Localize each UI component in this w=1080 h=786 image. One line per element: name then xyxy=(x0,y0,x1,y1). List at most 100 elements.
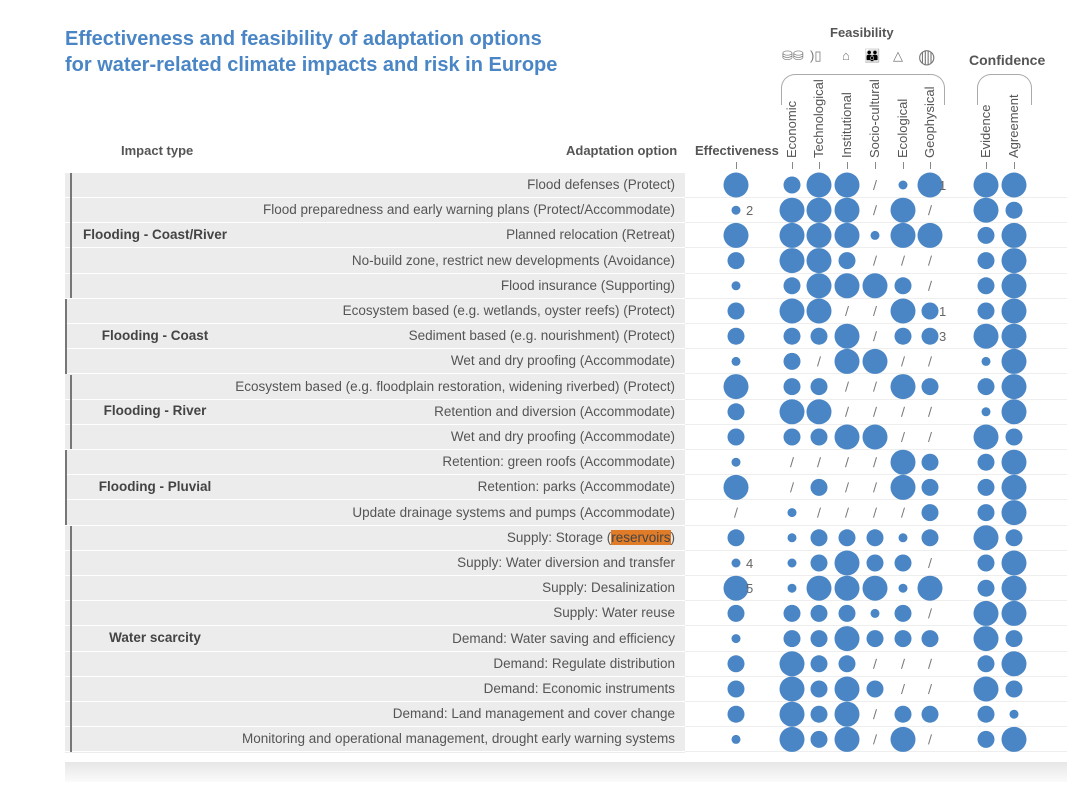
level-dot xyxy=(977,579,995,597)
option-text: Supply: Storage ( xyxy=(506,529,612,545)
column-tick xyxy=(792,162,793,169)
row-divider xyxy=(685,323,1067,324)
table-row: Flood preparedness and early warning pla… xyxy=(65,198,685,224)
level-dot xyxy=(862,575,888,601)
level-dot xyxy=(806,197,832,223)
level-dot xyxy=(1001,726,1027,752)
option-text: Flood insurance (Supporting) xyxy=(500,277,675,293)
level-dot xyxy=(921,302,939,320)
level-dot xyxy=(806,273,832,299)
highlighted-text: reservoirs xyxy=(611,529,671,545)
row-divider xyxy=(685,297,1067,299)
column-tick xyxy=(986,162,987,169)
level-dot xyxy=(921,478,939,496)
options-table: Flood defenses (Protect) Flood preparedne… xyxy=(65,173,685,753)
table-row: Demand: Land management and cover change xyxy=(65,702,685,728)
no-evidence-mark xyxy=(928,683,932,695)
no-evidence-mark xyxy=(790,482,794,493)
level-dot xyxy=(727,705,745,723)
row-divider xyxy=(685,701,1067,702)
row-divider xyxy=(685,726,1067,728)
option-text: Demand: Land management and cover change xyxy=(392,706,675,722)
no-evidence-mark xyxy=(873,658,877,669)
level-dot xyxy=(779,651,805,677)
level-dot xyxy=(898,533,908,543)
row-divider xyxy=(685,524,1067,526)
level-dot xyxy=(1005,201,1023,219)
table-row: Supply: Water diversion and transfer xyxy=(65,551,685,576)
level-dot xyxy=(866,554,884,572)
option-text: Supply: Desalinization xyxy=(542,580,675,596)
no-evidence-mark xyxy=(873,381,877,392)
level-dot xyxy=(779,197,805,223)
level-dot xyxy=(810,378,828,396)
option-text: Retention and diversion (Accommodate) xyxy=(434,403,675,419)
level-dot xyxy=(898,583,908,593)
level-dot xyxy=(1005,529,1023,547)
no-evidence-mark xyxy=(845,381,849,392)
title-line-1: Effectiveness and feasibility of adaptat… xyxy=(65,28,542,50)
level-dot xyxy=(894,327,912,345)
level-dot xyxy=(838,655,856,673)
row-divider xyxy=(685,449,1067,450)
no-evidence-mark xyxy=(873,255,877,266)
level-dot xyxy=(783,277,801,295)
no-evidence-mark xyxy=(873,205,877,216)
level-dot xyxy=(917,222,943,248)
group-bracket xyxy=(65,299,67,374)
no-evidence-mark xyxy=(817,507,821,518)
level-dot xyxy=(834,550,860,576)
table-row: Supply: Water reuse xyxy=(65,601,685,627)
level-dot xyxy=(779,676,805,702)
no-evidence-mark xyxy=(873,734,877,745)
no-evidence-mark xyxy=(845,482,849,493)
no-evidence-mark xyxy=(901,406,905,417)
level-dot xyxy=(981,407,991,417)
level-dot xyxy=(894,554,912,572)
confidence-header: Confidence xyxy=(969,52,1046,68)
level-dot xyxy=(727,252,745,270)
level-dot xyxy=(890,374,916,400)
table-row: Demand: Economic instruments xyxy=(65,677,685,702)
level-dot xyxy=(1001,449,1027,475)
level-dot xyxy=(783,378,801,396)
column-tick xyxy=(847,162,848,169)
no-evidence-mark xyxy=(928,608,932,619)
level-dot xyxy=(731,281,741,291)
level-dot xyxy=(838,252,856,270)
no-evidence-mark xyxy=(845,507,849,518)
adaptation-option-label: No-build zone, restrict new developments… xyxy=(352,253,675,268)
adaptation-option-label: Demand: Land management and cover change xyxy=(393,706,675,721)
no-evidence-mark xyxy=(901,658,905,669)
level-dot xyxy=(890,474,916,500)
level-dot xyxy=(862,273,888,299)
level-dot xyxy=(973,600,999,626)
level-dot xyxy=(834,172,860,198)
level-dot xyxy=(1001,348,1027,374)
option-text: Planned relocation (Retreat) xyxy=(506,227,675,243)
no-evidence-mark xyxy=(928,658,932,669)
column-tick xyxy=(819,162,820,169)
level-dot xyxy=(890,726,916,752)
level-dot xyxy=(723,374,749,400)
no-evidence-mark xyxy=(817,457,821,468)
level-dot xyxy=(834,726,860,752)
institution-icon: ⌂ xyxy=(842,48,850,63)
level-dot xyxy=(779,298,805,324)
adaptation-option-label: Flood preparedness and early warning pla… xyxy=(263,202,675,217)
level-dot xyxy=(977,453,995,471)
adaptation-option-label: Retention and diversion (Accommodate) xyxy=(434,404,675,419)
option-text: Flood defenses (Protect) xyxy=(527,177,675,192)
level-dot xyxy=(894,277,912,295)
level-dot xyxy=(834,323,860,349)
level-dot xyxy=(731,356,741,366)
no-evidence-mark xyxy=(845,305,849,317)
level-dot xyxy=(973,626,999,652)
level-dot xyxy=(783,176,801,194)
option-text: Demand: Regulate distribution xyxy=(493,655,675,671)
level-dot xyxy=(866,529,884,547)
level-dot xyxy=(806,575,832,601)
level-dot xyxy=(810,554,828,572)
level-dot xyxy=(727,604,745,622)
adaptation-option-label: Demand: Water saving and efficiency xyxy=(452,631,675,646)
